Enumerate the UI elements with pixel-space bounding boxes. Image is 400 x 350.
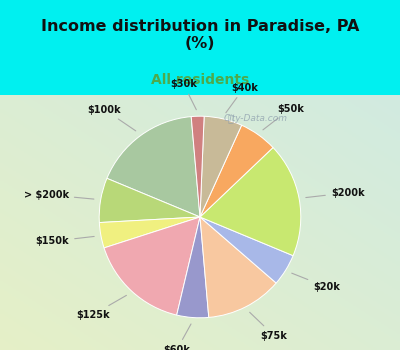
Wedge shape	[107, 117, 200, 217]
Wedge shape	[200, 217, 276, 317]
Text: $75k: $75k	[250, 312, 287, 341]
Wedge shape	[200, 125, 273, 217]
Wedge shape	[99, 178, 200, 223]
Wedge shape	[200, 217, 293, 283]
Text: All residents: All residents	[151, 73, 249, 87]
Text: > $200k: > $200k	[24, 190, 94, 200]
Text: $40k: $40k	[226, 83, 258, 113]
Text: City-Data.com: City-Data.com	[224, 114, 288, 123]
Text: $60k: $60k	[164, 324, 191, 350]
Wedge shape	[191, 116, 204, 217]
Text: $125k: $125k	[76, 295, 126, 320]
Text: Income distribution in Paradise, PA
(%): Income distribution in Paradise, PA (%)	[41, 19, 359, 51]
Text: $50k: $50k	[263, 104, 304, 130]
Wedge shape	[99, 217, 200, 248]
Wedge shape	[200, 147, 301, 256]
Text: $150k: $150k	[36, 236, 94, 246]
Text: ⓘ: ⓘ	[227, 113, 233, 123]
Wedge shape	[104, 217, 200, 315]
Wedge shape	[177, 217, 209, 318]
Text: $30k: $30k	[170, 79, 197, 110]
Text: $200k: $200k	[306, 188, 364, 198]
Text: $20k: $20k	[292, 273, 340, 292]
Text: $100k: $100k	[88, 105, 136, 131]
Wedge shape	[200, 116, 242, 217]
